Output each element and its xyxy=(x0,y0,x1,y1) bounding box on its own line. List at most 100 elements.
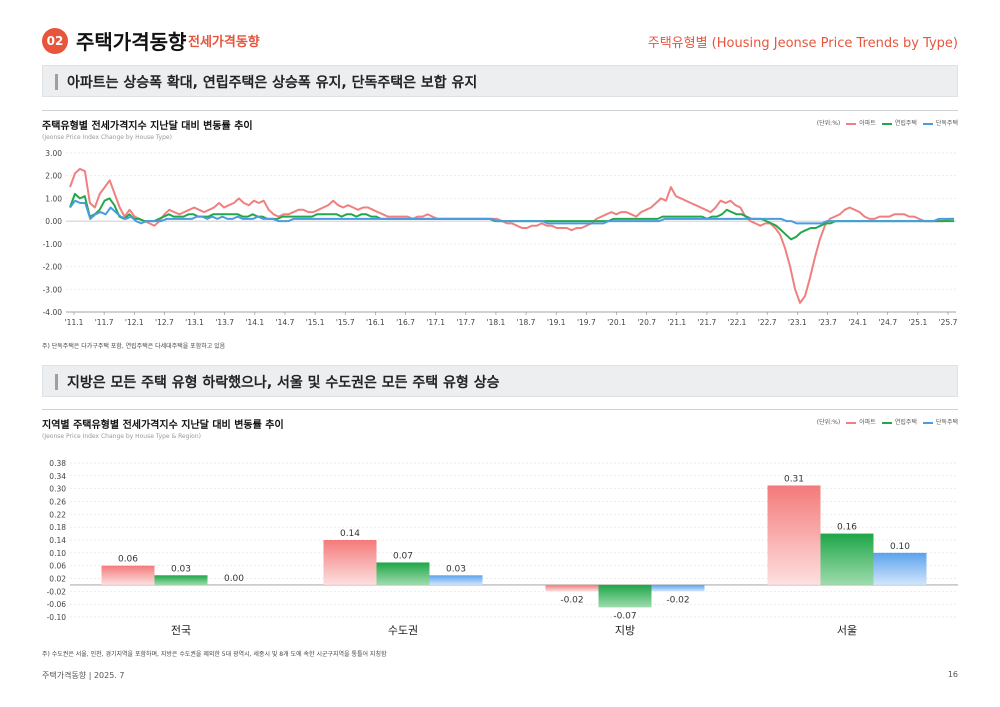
bar-value-label: -0.02 xyxy=(560,595,583,605)
bar-apt xyxy=(323,540,377,585)
section-heading-right: 주택유형별 (Housing Jeonse Price Trends by Ty… xyxy=(647,36,958,51)
page-header: 02 주택가격동향 전세가격동향 주택유형별 (Housing Jeonse P… xyxy=(42,26,958,56)
bar-apt xyxy=(767,485,821,585)
x-tick-label: '15.7 xyxy=(336,318,355,327)
y-tick-label: -0.10 xyxy=(47,613,67,622)
legend-label: 단독주택 xyxy=(935,120,958,127)
chart2-subtitle: (Jeonse Price Index Change by House Type… xyxy=(42,433,201,440)
x-tick-label: '18.7 xyxy=(517,318,536,327)
y-tick-label: 0.26 xyxy=(49,498,66,507)
x-tick-label: '17.1 xyxy=(426,318,445,327)
x-tick-label: '21.1 xyxy=(667,318,686,327)
bar-value-label: 0.07 xyxy=(393,551,413,561)
x-tick-label: '15.1 xyxy=(306,318,325,327)
summary-banner-2: 지방은 모든 주택 유형 하락했으나, 서울 및 수도권은 모든 주택 유형 상… xyxy=(42,365,958,397)
x-tick-label: '13.7 xyxy=(215,318,234,327)
y-tick-label: 0.22 xyxy=(49,510,66,519)
bar-row xyxy=(598,584,652,608)
legend-swatch-row xyxy=(881,421,892,424)
x-tick-label: '23.7 xyxy=(818,318,837,327)
y-tick-label: -0.06 xyxy=(47,600,67,609)
y-tick-label: -1.00 xyxy=(43,240,63,249)
bar-value-label: 0.06 xyxy=(118,555,138,565)
chart1-title: 주택유형별 전세가격지수 지난달 대비 변동률 추이 xyxy=(42,121,253,132)
x-tick-label: '23.1 xyxy=(788,318,807,327)
bar-value-label: 0.16 xyxy=(837,523,857,533)
y-tick-label: 0.38 xyxy=(49,459,66,468)
x-tick-label: '21.7 xyxy=(698,318,717,327)
bar-apt xyxy=(545,584,599,592)
banner-accent-bar xyxy=(55,374,58,390)
section-number-badge: 02 xyxy=(42,28,68,54)
bar-value-label: 0.00 xyxy=(224,574,244,584)
banner-accent-bar xyxy=(55,74,58,90)
x-tick-label: '19.1 xyxy=(547,318,566,327)
x-tick-label: '20.1 xyxy=(607,318,626,327)
bar-det xyxy=(429,575,483,585)
x-tick-label: '19.7 xyxy=(577,318,596,327)
x-tick-label: '14.7 xyxy=(276,318,295,327)
legend-swatch-det xyxy=(922,122,933,125)
banner-text: 아파트는 상승폭 확대, 연립주택은 상승폭 유지, 단독주택은 보합 유지 xyxy=(67,75,478,91)
line-chart: 3.002.001.000.00-1.00-2.00-3.00-4.00'11.… xyxy=(43,149,958,327)
legend-item-det: 단독주택 xyxy=(922,417,958,426)
category-label: 서울 xyxy=(837,624,857,637)
y-tick-label: -3.00 xyxy=(43,285,63,294)
bar-row xyxy=(154,575,208,585)
bar-value-label: -0.02 xyxy=(666,595,689,605)
chart2-title: 지역별 주택유형별 전세가격지수 지난달 대비 변동률 추이 xyxy=(42,420,284,431)
legend-item-det: 단독주택 xyxy=(922,118,958,127)
legend-unit: (단위:%) xyxy=(816,419,841,426)
legend-label: 연립주택 xyxy=(894,419,917,426)
category-label: 지방 xyxy=(615,624,635,637)
bar-row xyxy=(376,562,430,585)
x-tick-label: '22.7 xyxy=(758,318,777,327)
y-tick-label: 0.06 xyxy=(49,562,66,571)
x-tick-label: '16.1 xyxy=(366,318,385,327)
category-label: 전국 xyxy=(171,624,191,637)
y-tick-label: -0.02 xyxy=(47,587,67,596)
legend-label: 아파트 xyxy=(859,419,876,426)
bar-value-label: 0.31 xyxy=(784,474,804,484)
y-tick-label: -2.00 xyxy=(43,263,63,272)
bar-det xyxy=(651,584,705,592)
x-tick-label: '25.1 xyxy=(908,318,927,327)
legend-swatch-apt xyxy=(846,122,857,125)
bar-value-label: -0.07 xyxy=(613,611,636,621)
bar-value-label: 0.14 xyxy=(340,529,360,539)
bar-apt xyxy=(101,565,155,585)
legend-item-row: 연립주택 xyxy=(881,417,917,426)
x-tick-label: '17.7 xyxy=(456,318,475,327)
x-tick-label: '11.1 xyxy=(65,318,84,327)
chart2-footnote: 주) 수도권은 서울, 인천, 경기지역을 포함하며, 지방은 수도권을 제외한… xyxy=(42,651,387,658)
x-tick-label: '22.1 xyxy=(728,318,747,327)
y-tick-label: 0.02 xyxy=(49,575,66,584)
bar-chart: 0.38 0.34 0.30 0.26 0.22 0.18 0.14 0.10 0.06 0.02… xyxy=(47,459,958,637)
chart2-legend: (단위:%) 아파트 연립주택 단독주택 xyxy=(817,417,958,426)
summary-banner-1: 아파트는 상승폭 확대, 연립주택은 상승폭 유지, 단독주택은 보합 유지 xyxy=(42,65,958,97)
legend-item-row: 연립주택 xyxy=(881,118,917,127)
x-tick-label: '13.1 xyxy=(185,318,204,327)
bar-row xyxy=(820,533,874,585)
legend-label: 연립주택 xyxy=(894,120,917,127)
page-number: 16 xyxy=(947,670,958,679)
x-tick-label: '24.1 xyxy=(848,318,867,327)
bar-det xyxy=(873,552,927,585)
legend-swatch-row xyxy=(881,122,892,125)
chart1-legend: (단위:%) 아파트 연립주택 단독주택 xyxy=(817,118,958,127)
y-tick-label: 3.00 xyxy=(45,149,62,158)
x-tick-label: '20.7 xyxy=(637,318,656,327)
x-tick-label: '16.7 xyxy=(396,318,415,327)
legend-unit: (단위:%) xyxy=(816,120,841,127)
x-tick-label: '18.1 xyxy=(487,318,506,327)
x-tick-label: '11.7 xyxy=(95,318,114,327)
y-tick-label: 2.00 xyxy=(45,172,62,181)
legend-item-apt: 아파트 xyxy=(846,417,876,426)
x-tick-label: '14.1 xyxy=(245,318,264,327)
bar-value-label: 0.03 xyxy=(171,564,191,574)
y-tick-label: 0.14 xyxy=(49,536,66,545)
legend-label: 단독주택 xyxy=(935,419,958,426)
x-tick-label: '24.7 xyxy=(878,318,897,327)
footer-text: 주택가격동향 | 2025. 7 xyxy=(42,671,125,680)
y-tick-label: 0.00 xyxy=(45,217,62,226)
